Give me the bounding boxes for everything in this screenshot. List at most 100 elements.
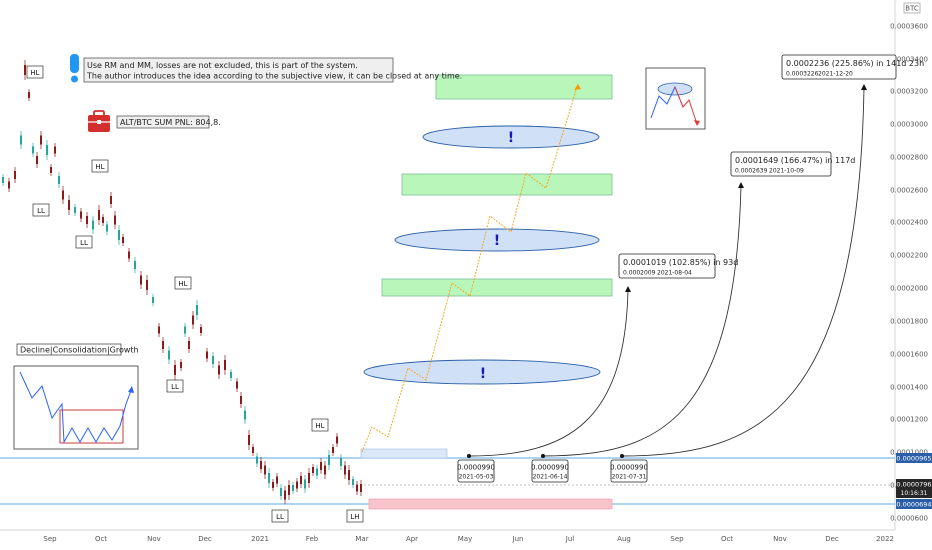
price-tick-label: 0.0002400 [890, 219, 928, 227]
candle-body [340, 458, 342, 466]
candle-body [46, 145, 48, 155]
target-price-1: 0.0002009 [623, 270, 656, 277]
price-tick-label: 0.0002000 [890, 285, 928, 293]
structure-labels: HL LL HL LL HL LL HL LL LH [26, 65, 364, 523]
structure-label: LL [276, 513, 284, 521]
current-price-text: 0.0000796 [896, 481, 931, 489]
candle-body [2, 177, 4, 183]
target-label-1: 0.0001019 (102.85%) in 93d 0.0002009 202… [618, 253, 738, 279]
candle-body [36, 156, 38, 164]
entry-label-3: 0.0000990 2021-07-31 [610, 459, 648, 483]
price-tick-label: 0.0003000 [890, 121, 928, 129]
target-label-3: 0.0002236 (225.86%) in 141d 23h 0.000322… [781, 54, 924, 80]
candle-body [114, 215, 116, 225]
candle-body [20, 135, 22, 145]
time-tick-label: Sep [43, 535, 57, 543]
structure-label: HL [178, 280, 187, 288]
time-tick-label: 2021 [251, 535, 269, 543]
candle-body [80, 211, 82, 219]
entry-zone [360, 448, 448, 459]
price-tick-label: 0.0003600 [890, 23, 928, 31]
entry-price-3: 0.0000990 [610, 464, 648, 472]
arc-target-2 [542, 185, 742, 457]
time-tick-label: Feb [306, 535, 319, 543]
arc-arrow-2 [738, 182, 744, 188]
candle-body [348, 470, 350, 480]
ellipse-bottom-mark: ! [480, 366, 486, 382]
candle-body [24, 65, 26, 75]
pnl-box [116, 115, 210, 129]
green-zone-top [435, 74, 613, 100]
candle-body [206, 351, 208, 359]
structure-label-frame [26, 65, 44, 79]
candle-body [260, 461, 262, 469]
arc-arrow-3 [861, 84, 867, 90]
arc-arrow-1 [625, 286, 631, 292]
time-tick-label: Nov [147, 535, 161, 543]
target-date-1: 2021-08-04 [657, 270, 692, 277]
structure-label-frame [166, 379, 184, 393]
candle-body [62, 190, 64, 200]
candle-body [212, 356, 214, 364]
candle-body [86, 216, 88, 224]
structure-label-frame [346, 509, 364, 523]
entry-price-1: 0.0000990 [457, 464, 495, 472]
candle-body [352, 479, 354, 485]
price-axis-bg [895, 0, 932, 550]
level-tag-upper-text: 0.0000965 [896, 455, 931, 463]
candle-body [54, 146, 56, 154]
structure-label-frame [32, 203, 50, 217]
entry-dot-3 [620, 454, 624, 458]
candle-body [192, 315, 194, 325]
entry-label-1: 0.0000990 2021-05-03 [457, 459, 495, 483]
notice-box [83, 57, 394, 83]
inset-down-path [674, 86, 698, 125]
candle-body [284, 490, 286, 500]
target-price-3: 0.0003226 [786, 71, 819, 78]
time-tick-label: Mar [355, 535, 368, 543]
entry-date-1: 2021-05-03 [459, 474, 494, 481]
current-price-tag [896, 479, 932, 498]
time-tick-label: Oct [721, 535, 733, 543]
exclamation-icon-bar [70, 54, 79, 73]
inset-schematic-frame [645, 67, 706, 130]
symbol-badge-box [903, 2, 921, 14]
candle-body [158, 326, 160, 334]
target-date-2: 2021-10-09 [769, 168, 804, 175]
time-tick-label: Nov [773, 535, 787, 543]
candle-body [106, 224, 108, 232]
candle-body [218, 365, 220, 375]
candle-body [14, 171, 16, 179]
candle-body [28, 92, 30, 98]
price-tick-label: 0.0000600 [890, 515, 928, 523]
candle-body [276, 476, 278, 484]
arc-target-1 [468, 289, 629, 457]
time-tick-label: Aug [617, 535, 631, 543]
inset-arrow [694, 120, 700, 126]
entry-dot-1 [467, 454, 471, 458]
exclamation-icon-dot [71, 75, 78, 83]
candle-body [360, 484, 362, 492]
time-tick-label: Apr [406, 535, 418, 543]
candle-body [244, 410, 246, 420]
candle-body [168, 350, 170, 360]
price-tick-label: 0.0002600 [890, 187, 928, 195]
candle-body [316, 468, 318, 476]
price-tick-label: 0.0001600 [890, 351, 928, 359]
ellipse-top-mark: ! [508, 130, 514, 146]
candle-body [292, 485, 294, 491]
candle-body [272, 482, 274, 488]
candle-body [332, 447, 334, 453]
notice-line-2: The author introduces the idea according… [86, 72, 462, 81]
target-title-3: 0.0002236 (225.86%) in 141d 23h [786, 59, 924, 68]
target-title-2: 0.0001649 (166.47%) in 117d [735, 156, 855, 165]
structure-label: HL [95, 163, 104, 171]
symbol-badge: BTC [905, 5, 919, 13]
candle-body [122, 237, 124, 243]
candle-body [344, 465, 346, 475]
candle-body [248, 435, 250, 445]
candle-body [300, 476, 302, 484]
time-tick-label: Dec [198, 535, 212, 543]
target-label-2: 0.0001649 (166.47%) in 117d 0.0002639 20… [730, 151, 855, 177]
